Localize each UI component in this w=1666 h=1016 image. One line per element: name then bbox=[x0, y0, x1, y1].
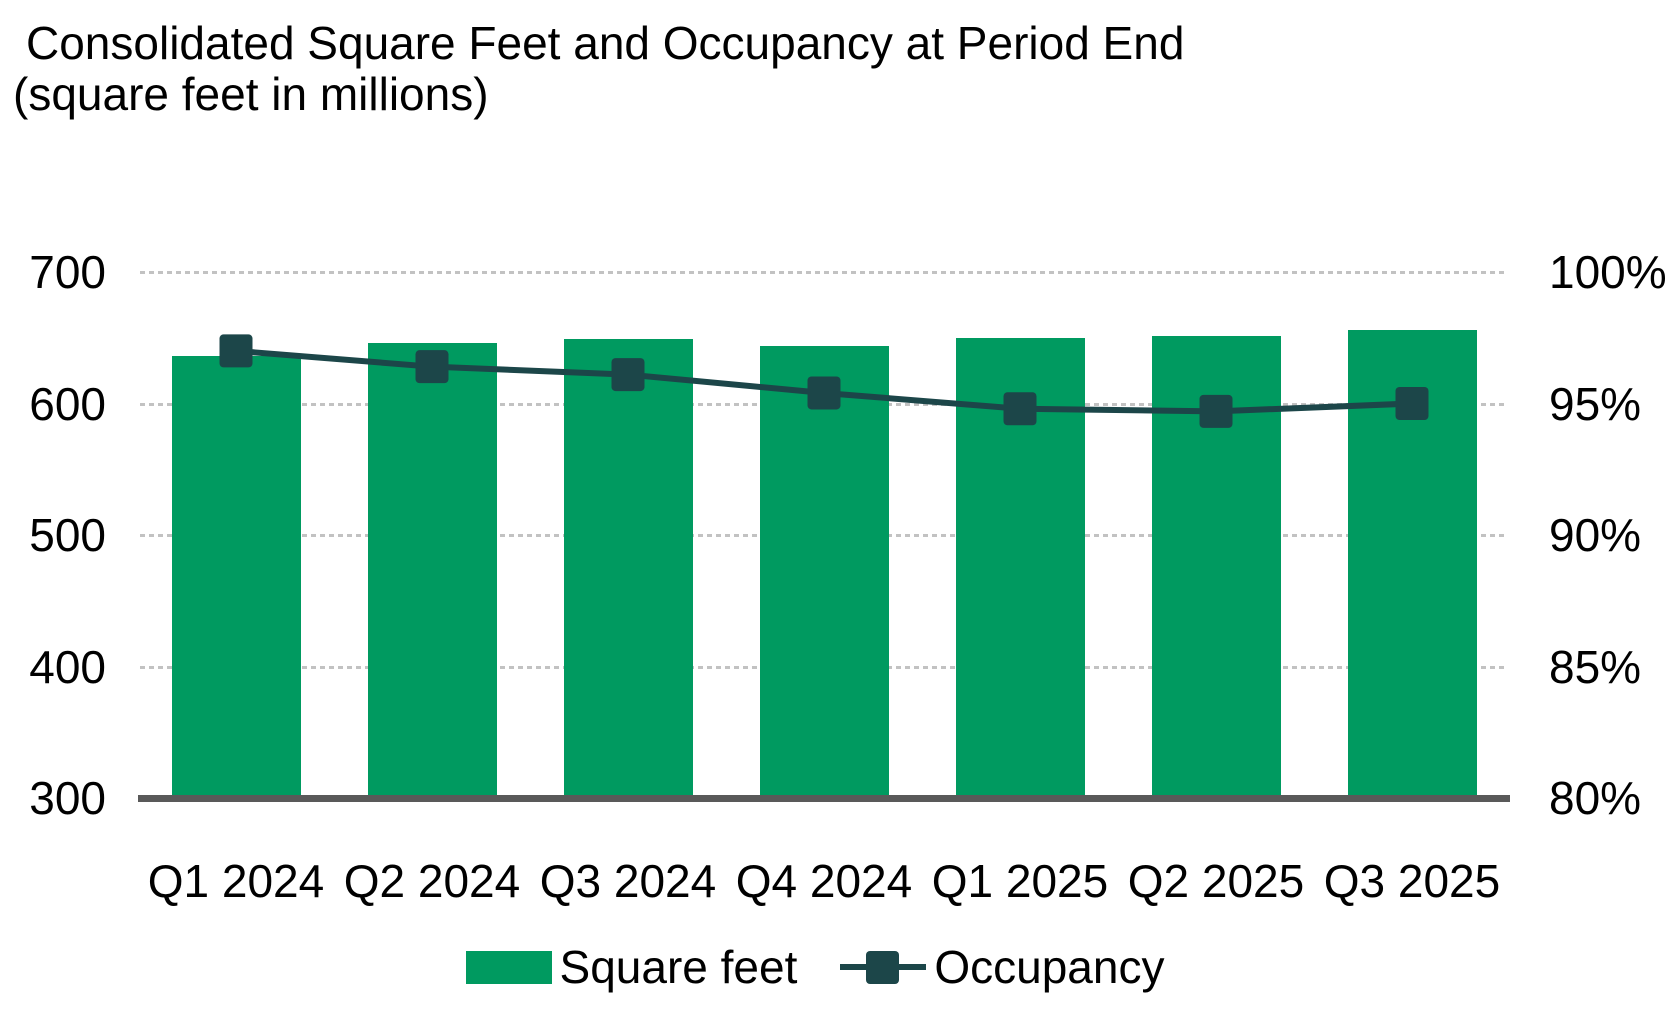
bar-q4-2024 bbox=[759, 345, 889, 798]
x-axis-label: Q1 2024 bbox=[147, 855, 325, 907]
bar-q3-2024 bbox=[563, 339, 693, 798]
x-axis-label: Q4 2024 bbox=[735, 855, 913, 907]
legend-square-feet-label: Square feet bbox=[559, 941, 798, 993]
chart-subtitle: (square feet in millions) bbox=[13, 68, 489, 120]
x-axis-label: Q1 2025 bbox=[931, 855, 1109, 907]
y-axis-label-left: 700 bbox=[29, 246, 106, 298]
y-axis-label-left: 600 bbox=[29, 377, 106, 430]
gridline bbox=[140, 271, 1508, 274]
legend-occupancy-swatch bbox=[840, 950, 927, 984]
bar-q2-2024 bbox=[367, 343, 497, 798]
y-axis-label-left: 500 bbox=[29, 509, 106, 561]
y-axis-label-right: 100% bbox=[1549, 246, 1666, 298]
bar-q1-2025 bbox=[955, 337, 1085, 798]
y-axis-label-left: 400 bbox=[29, 640, 106, 693]
y-axis-label-right: 85% bbox=[1549, 640, 1642, 693]
legend-occupancy-marker-icon bbox=[866, 950, 900, 984]
bar-q3-2025 bbox=[1347, 329, 1477, 798]
legend-occupancy-label: Occupancy bbox=[934, 941, 1165, 993]
bar-q1-2024 bbox=[171, 356, 301, 798]
y-axis-label-right: 80% bbox=[1549, 772, 1642, 824]
x-axis-label: Q2 2024 bbox=[343, 855, 521, 907]
x-axis-label: Q2 2025 bbox=[1127, 855, 1305, 907]
y-axis-label-left: 300 bbox=[29, 772, 106, 824]
y-axis-label-right: 90% bbox=[1549, 509, 1642, 561]
x-axis-label: Q3 2025 bbox=[1323, 855, 1501, 907]
bar-q2-2025 bbox=[1151, 336, 1281, 798]
y-axis-label-right: 95% bbox=[1549, 377, 1642, 430]
legend: Square feet Occupancy bbox=[0, 941, 1630, 993]
legend-square-feet-swatch bbox=[465, 950, 552, 984]
chart-title: Consolidated Square Feet and Occupancy a… bbox=[26, 17, 1185, 69]
x-axis-label: Q3 2024 bbox=[539, 855, 717, 907]
x-axis-line bbox=[138, 795, 1510, 802]
